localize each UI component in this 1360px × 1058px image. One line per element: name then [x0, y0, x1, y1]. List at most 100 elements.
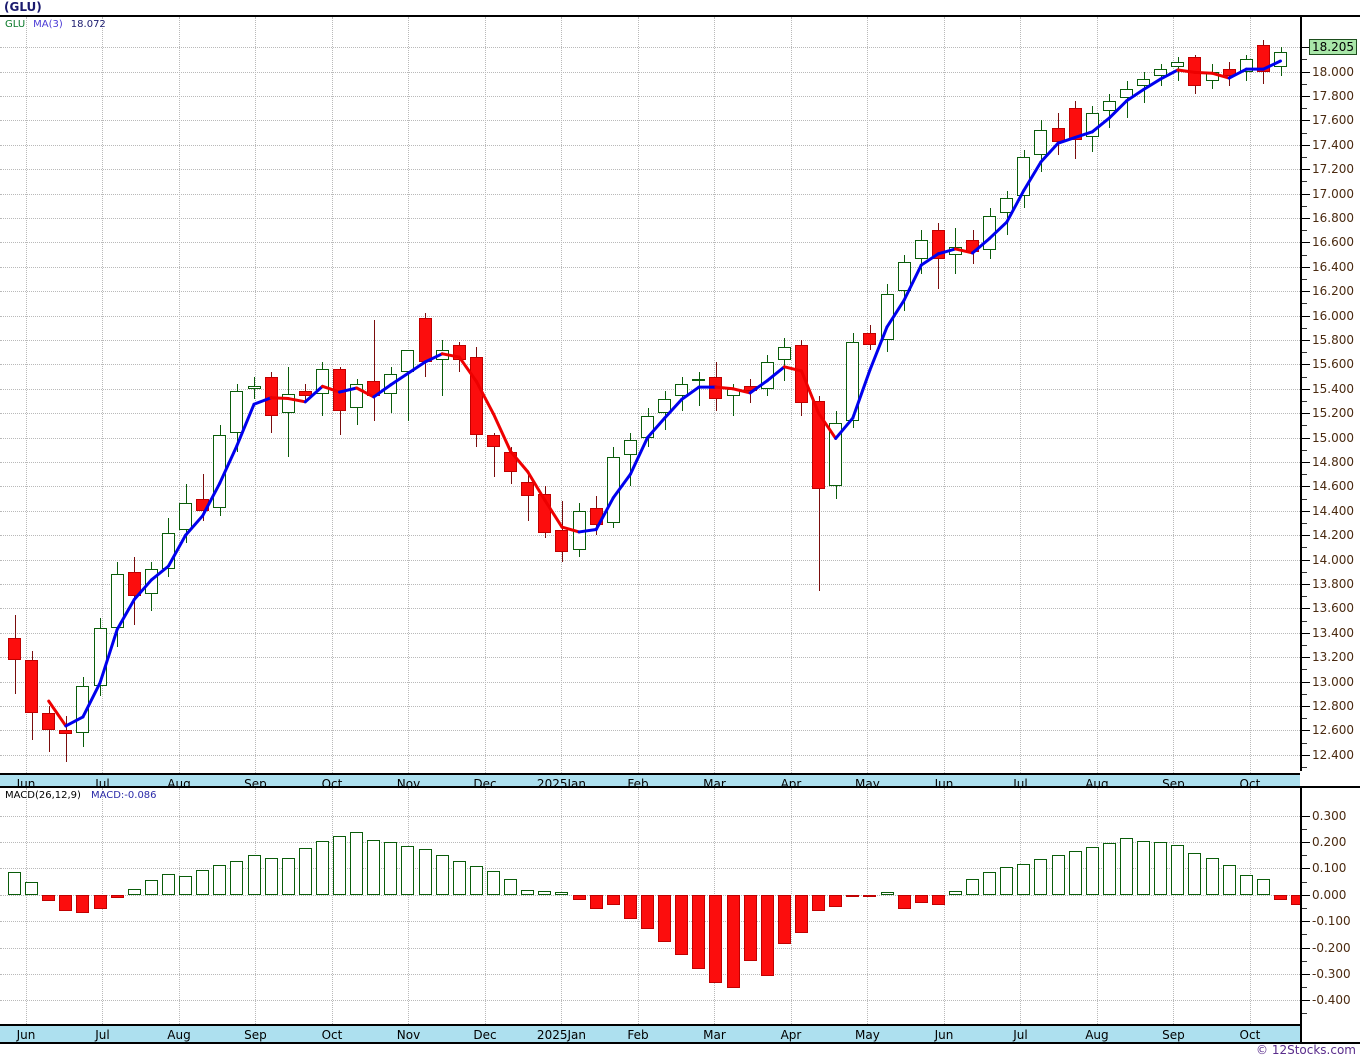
macd-histogram-bar — [281, 858, 295, 895]
candle-wick — [1109, 93, 1111, 128]
price-panel: 18.20018.00017.80017.60017.40017.20017.0… — [0, 15, 1360, 793]
candle-body — [76, 686, 90, 733]
candle-body — [1222, 69, 1236, 77]
candle-body — [658, 398, 672, 414]
price-axis-label: 13.600 — [1312, 601, 1354, 616]
candle-body — [401, 349, 415, 372]
macd-histogram-bar — [1068, 851, 1082, 895]
price-axis-minor-tick — [1302, 303, 1307, 305]
title-bar: (GLU) — [0, 0, 1360, 15]
macd-histogram-bar — [880, 891, 894, 895]
price-axis-minor-tick — [1302, 571, 1307, 573]
price-legend: GLU MA(3) 18.072 — [5, 19, 106, 30]
macd-axis-minor-tick — [1302, 934, 1307, 936]
month-label: Apr — [780, 1028, 802, 1042]
macd-histogram-bar — [1120, 838, 1134, 895]
month-gridline — [637, 788, 639, 1044]
month-gridline — [1249, 17, 1251, 773]
macd-histogram-bar — [144, 880, 158, 895]
price-axis-tick — [1302, 706, 1310, 707]
macd-histogram-bar — [641, 894, 654, 930]
macd-histogram-bar — [760, 894, 774, 977]
price-plot-area[interactable] — [0, 17, 1300, 773]
macd-histogram-bar — [931, 894, 945, 905]
candle-body — [25, 659, 39, 714]
price-gridline — [0, 266, 1300, 268]
macd-axis-label: 0.100 — [1312, 861, 1347, 876]
price-axis-tick — [1302, 71, 1310, 73]
price-axis-minor-tick — [1302, 523, 1307, 524]
price-axis-label: 15.200 — [1312, 406, 1354, 421]
macd-histogram-bar — [333, 836, 347, 895]
candle-body — [1120, 88, 1134, 99]
price-gridline — [0, 340, 1300, 341]
price-axis-tick — [1302, 657, 1310, 659]
month-gridline — [255, 788, 257, 1044]
price-axis-minor-tick — [1302, 181, 1307, 183]
price-gridline — [0, 437, 1300, 439]
month-label: Dec — [473, 1028, 497, 1042]
price-gridline — [0, 120, 1300, 122]
month-gridline — [867, 788, 869, 1044]
macd-histogram-bar — [692, 894, 706, 969]
price-gridline — [0, 462, 1300, 463]
macd-histogram-bar — [1017, 863, 1031, 895]
candle-body — [812, 401, 826, 489]
macd-histogram-bar — [966, 879, 980, 895]
price-axis-minor-tick — [1302, 83, 1307, 85]
price-axis-tick — [1302, 584, 1310, 585]
candle-wick — [733, 383, 735, 416]
macd-plot-area[interactable] — [0, 788, 1300, 1044]
macd-histogram-bar — [538, 891, 552, 895]
macd-axis-minor-tick — [1302, 1013, 1307, 1015]
price-gridline — [0, 681, 1300, 683]
macd-axis-label: 0.300 — [1312, 808, 1347, 823]
macd-histogram-bar — [42, 894, 56, 901]
candle-body — [521, 481, 535, 497]
macd-histogram-bar — [794, 894, 808, 934]
price-axis-label: 17.600 — [1312, 113, 1354, 128]
price-axis-minor-tick — [1302, 742, 1307, 744]
macd-axis-label: -0.100 — [1312, 914, 1351, 929]
price-gridline — [0, 388, 1300, 390]
macd-histogram-bar — [606, 894, 620, 906]
price-axis-label: 16.000 — [1312, 308, 1354, 323]
price-axis-tick — [1302, 364, 1310, 366]
macd-histogram-bar — [914, 894, 928, 903]
price-axis-tick — [1302, 754, 1310, 756]
month-gridline — [178, 17, 180, 773]
price-gridline — [0, 657, 1300, 659]
month-label: May — [855, 1028, 880, 1042]
macd-histogram-bar — [1291, 894, 1300, 905]
macd-histogram-bar — [521, 890, 535, 895]
macd-histogram-bar — [1034, 859, 1048, 895]
macd-histogram-bar — [863, 894, 877, 897]
candle-body — [1154, 69, 1168, 77]
price-axis-label: 17.200 — [1312, 162, 1354, 177]
macd-histogram-bar — [1274, 894, 1287, 900]
price-axis-label: 13.000 — [1312, 674, 1354, 689]
month-gridline — [408, 788, 410, 1044]
month-gridline — [943, 788, 945, 1044]
price-axis-tick — [1302, 291, 1310, 293]
macd-histogram-bar — [298, 847, 312, 895]
price-axis-minor-tick — [1302, 669, 1307, 671]
macd-histogram-bar — [161, 873, 175, 895]
price-axis-minor-tick — [1302, 352, 1307, 354]
candle-wick — [630, 432, 632, 487]
price-gridline — [0, 730, 1300, 732]
moving-average-line — [47, 59, 1282, 728]
price-axis-label: 16.400 — [1312, 259, 1354, 274]
macd-histogram-bar — [350, 832, 364, 895]
price-axis-label: 14.000 — [1312, 552, 1354, 567]
candle-wick — [698, 371, 700, 406]
price-axis-tick — [1302, 315, 1310, 317]
macd-histogram-bar — [213, 864, 227, 895]
macd-gridline — [0, 947, 1300, 949]
macd-histogram-bar — [1171, 844, 1185, 895]
price-axis-tick — [1302, 510, 1310, 512]
price-axis-tick — [1302, 413, 1310, 415]
month-gridline — [484, 17, 486, 773]
price-axis-label: 16.200 — [1312, 284, 1354, 299]
